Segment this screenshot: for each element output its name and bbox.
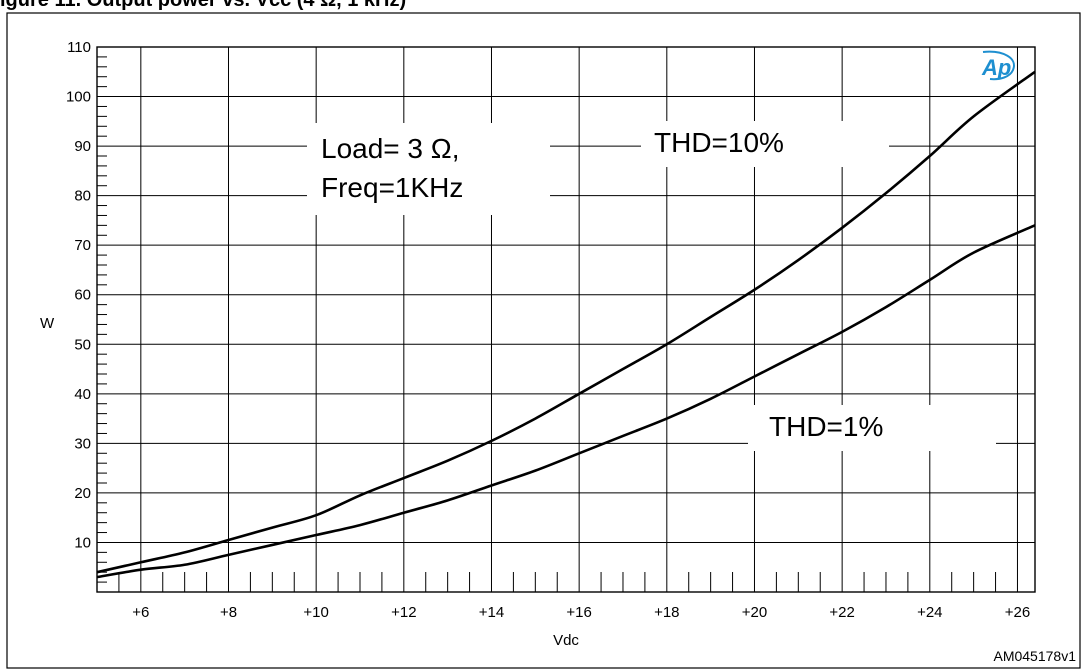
annotation-thd10-bg: [641, 121, 889, 167]
y-axis-label: W: [40, 315, 55, 332]
figure-header: igure 11. Output power vs. Vcc (4 Ω, 1 k…: [0, 0, 406, 11]
series-line-thd1: [96, 224, 1036, 579]
x-axis-label: Vdc: [553, 632, 579, 649]
y-tick-label: 40: [74, 386, 91, 403]
annotation-load-line1: Load= 3 Ω,: [321, 133, 459, 164]
y-tick-label: 80: [74, 188, 91, 205]
annotation-load-line2: Freq=1KHz: [321, 172, 463, 203]
x-tick-label: +18: [654, 604, 679, 621]
x-tick-label: +16: [566, 604, 591, 621]
y-tick-label: 30: [74, 435, 91, 452]
annotation-thd10: THD=10%: [654, 127, 784, 158]
series-line-thd10: [96, 70, 1036, 574]
plot-area: [96, 46, 1036, 593]
x-tick-label: +12: [391, 604, 416, 621]
annotation-thd1-bg: [748, 405, 996, 451]
x-tick-label: +26: [1005, 604, 1030, 621]
y-tick-label: 60: [74, 287, 91, 304]
ap-logo: Ap: [981, 50, 1015, 81]
annotation-thd1: THD=1%: [769, 411, 883, 442]
x-tick-label: +20: [742, 604, 767, 621]
x-tick-label: +6: [132, 604, 149, 621]
y-tick-label: 70: [74, 237, 91, 254]
minor-ticks: [97, 56, 997, 592]
x-tick-label: +8: [220, 604, 237, 621]
x-tick-label: +24: [917, 604, 942, 621]
y-tick-label: 10: [74, 534, 91, 551]
figure-id: AM045178v1: [993, 648, 1076, 664]
x-tick-label: +22: [829, 604, 854, 621]
y-tick-label: 90: [74, 138, 91, 155]
annotation-load-bg: [307, 123, 550, 215]
y-tick-label: 100: [66, 89, 91, 106]
curves: [96, 70, 1036, 579]
x-tick-label: +10: [303, 604, 328, 621]
tick-labels: +6 +8 +10 +12 +14 +16 +18 +20 +22 +24 +26 10 20 30 40 5…: [66, 39, 1030, 621]
x-tick-label: +14: [479, 604, 504, 621]
y-tick-label: 20: [74, 485, 91, 502]
y-tick-label: 110: [67, 39, 91, 56]
y-tick-label: 50: [74, 336, 91, 353]
ap-logo-text: Ap: [981, 55, 1011, 80]
ap-logo-swoosh: [982, 50, 1015, 81]
